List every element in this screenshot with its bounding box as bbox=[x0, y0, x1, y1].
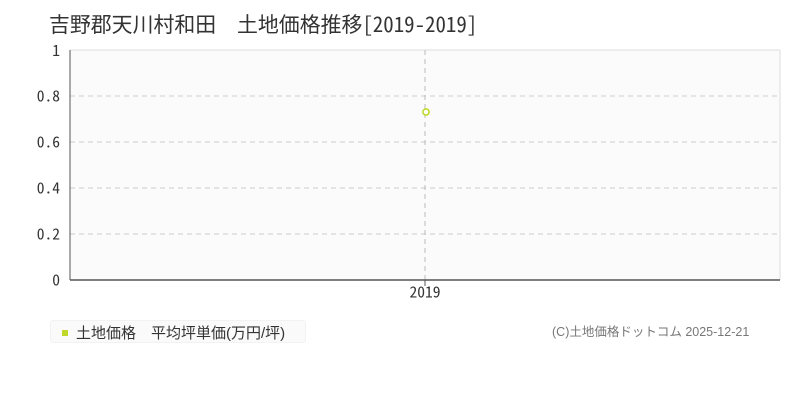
svg-text:0.8: 0.8 bbox=[37, 84, 60, 106]
svg-text:1: 1 bbox=[52, 39, 60, 61]
svg-text:0.6: 0.6 bbox=[37, 130, 60, 152]
svg-text:0.2: 0.2 bbox=[37, 222, 60, 244]
svg-text:2019: 2019 bbox=[409, 281, 440, 303]
svg-text:0.4: 0.4 bbox=[37, 176, 61, 198]
svg-text:0: 0 bbox=[52, 269, 60, 291]
